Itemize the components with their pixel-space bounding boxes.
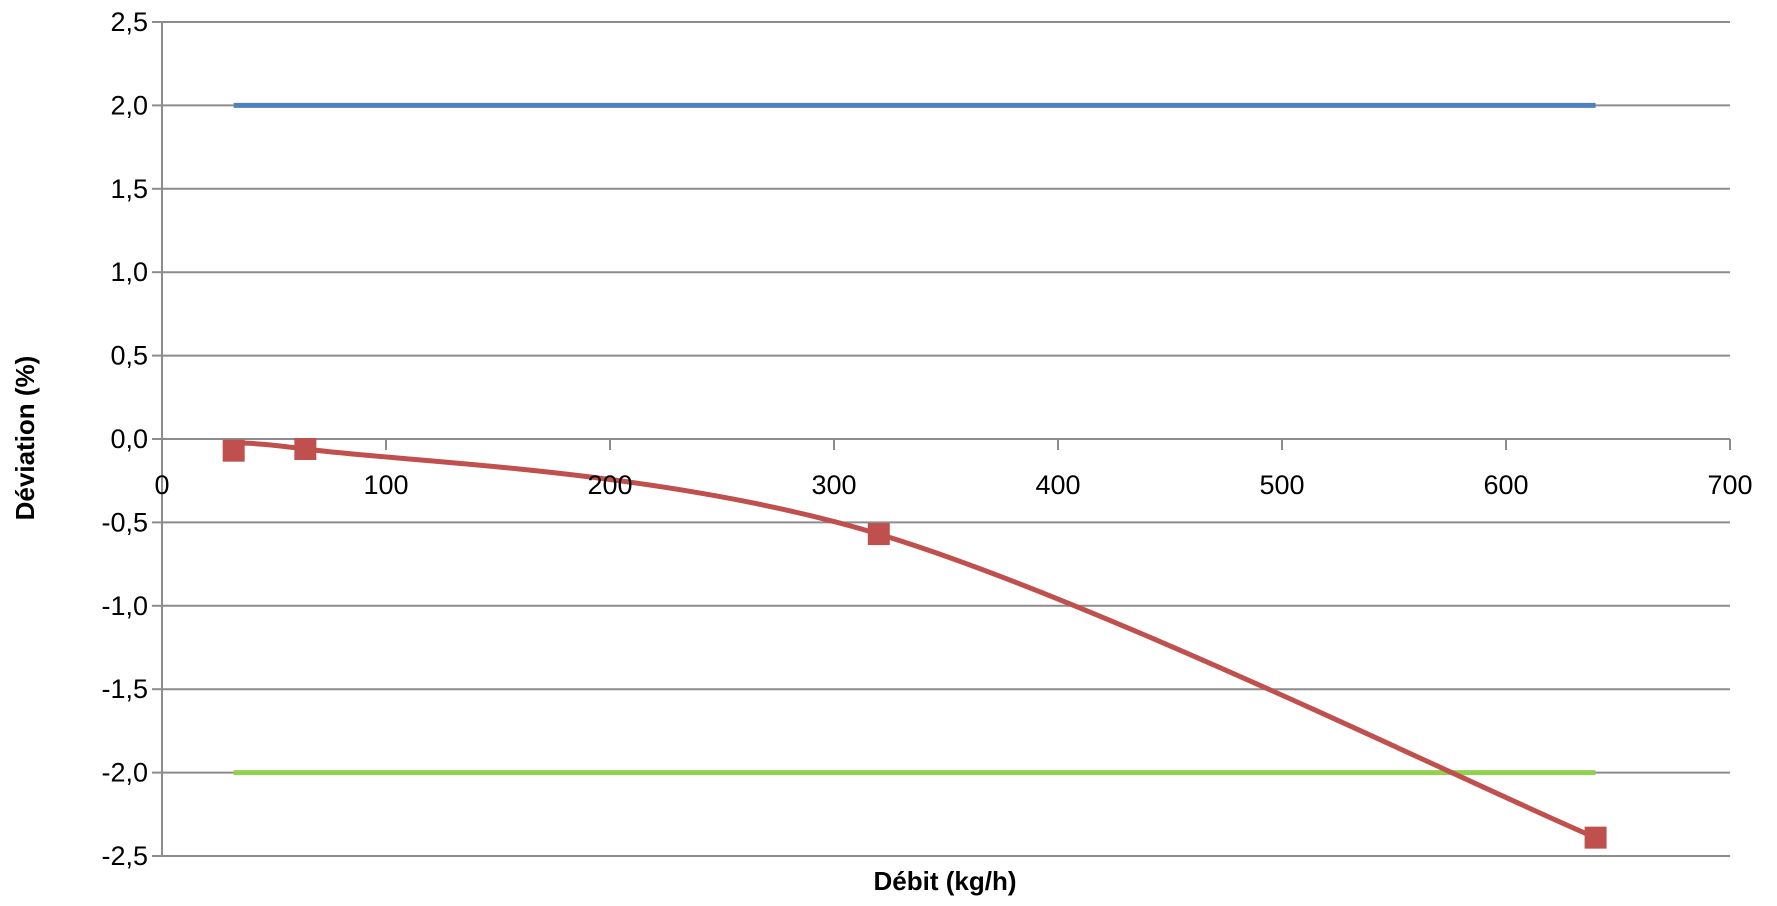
data-point-marker: [294, 438, 317, 461]
y-tick-label: 2,0: [110, 90, 148, 120]
x-tick-label: 100: [363, 470, 408, 500]
data-point-marker: [222, 439, 245, 462]
series-layer: [222, 102, 1607, 849]
y-tick-label: -1,0: [101, 591, 148, 621]
x-tick-label: 200: [587, 470, 632, 500]
series-line-3: [230, 440, 1597, 840]
data-point-marker: [867, 523, 890, 546]
y-tick-label: 1,0: [110, 257, 148, 287]
data-point-marker: [1584, 826, 1607, 849]
x-tick-label: 0: [154, 470, 169, 500]
y-tick-label: -2,5: [101, 841, 148, 871]
gridlines: [162, 21, 1730, 857]
x-axis-title: Débit (kg/h): [874, 866, 1017, 896]
x-tick-label: 400: [1035, 470, 1080, 500]
x-tick-label: 700: [1707, 470, 1752, 500]
y-tick-label: 0,0: [110, 424, 148, 454]
y-tick-label: -1,5: [101, 674, 148, 704]
y-axis-title: Déviation (%): [10, 356, 40, 521]
y-tick-label: 2,5: [110, 7, 148, 37]
x-tick-label: 500: [1259, 470, 1304, 500]
y-tick-label: -2,0: [101, 758, 148, 788]
x-tick-label: 600: [1483, 470, 1528, 500]
x-tick-label: 300: [811, 470, 856, 500]
y-tick-label: 1,5: [110, 174, 148, 204]
tick-labels: 2,5 2,0 1,5 1,0 0,5 0,0 -0,5 -1,0 -1,5 -2,0 -2,5 0 1…: [101, 7, 1752, 871]
y-tick-label: 0,5: [110, 341, 148, 371]
axes: [152, 21, 1731, 857]
y-tick-label: -0,5: [101, 507, 148, 537]
